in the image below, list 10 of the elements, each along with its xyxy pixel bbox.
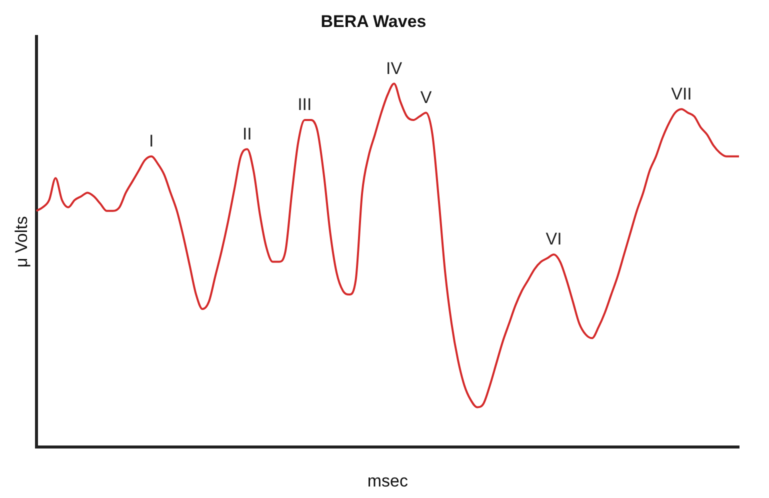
annotation: V bbox=[420, 88, 432, 107]
x-axis-title: msec bbox=[367, 471, 409, 490]
y-axis-title: μ Volts bbox=[12, 216, 31, 268]
annotation: VI bbox=[546, 230, 562, 249]
annotation: VII bbox=[671, 84, 692, 104]
annotation: II bbox=[242, 124, 252, 144]
annotation: I bbox=[149, 132, 154, 151]
annotation: III bbox=[298, 95, 312, 114]
annotation: IV bbox=[386, 58, 403, 78]
chart-title: BERA Waves bbox=[320, 12, 426, 31]
